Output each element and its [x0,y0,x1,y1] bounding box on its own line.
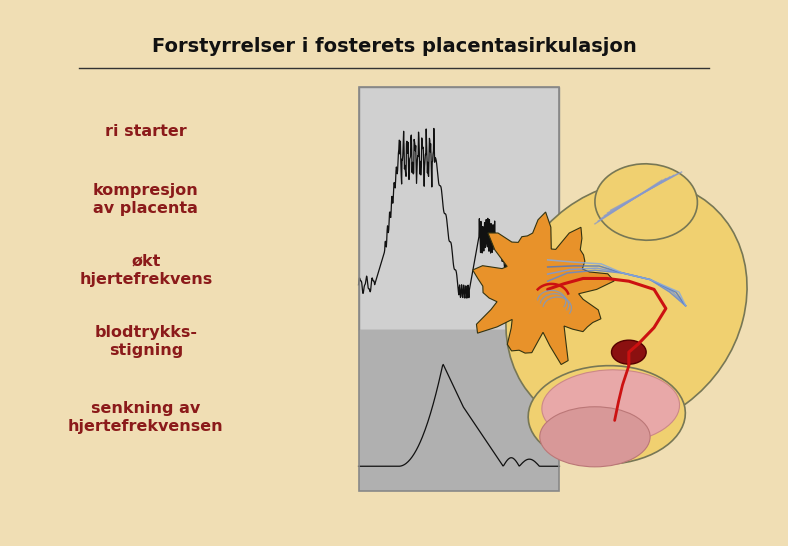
Ellipse shape [528,366,686,464]
Text: Forstyrrelser i fosterets placentasirkulasjon: Forstyrrelser i fosterets placentasirkul… [151,37,637,56]
Text: ri starter: ri starter [105,123,187,139]
Bar [359,330,559,491]
Bar [359,87,559,491]
Text: blodtrykks-
stigning: blodtrykks- stigning [95,325,197,358]
Ellipse shape [506,181,747,430]
Ellipse shape [595,164,697,240]
Bar [359,87,559,330]
Text: senkning av
hjertefrekvensen: senkning av hjertefrekvensen [68,401,224,434]
Ellipse shape [542,370,679,444]
Circle shape [611,340,646,364]
Ellipse shape [540,407,650,467]
Polygon shape [473,212,614,365]
Text: økt
hjertefrekvens: økt hjertefrekvens [79,254,213,287]
Text: kompresjon
av placenta: kompresjon av placenta [93,183,199,216]
